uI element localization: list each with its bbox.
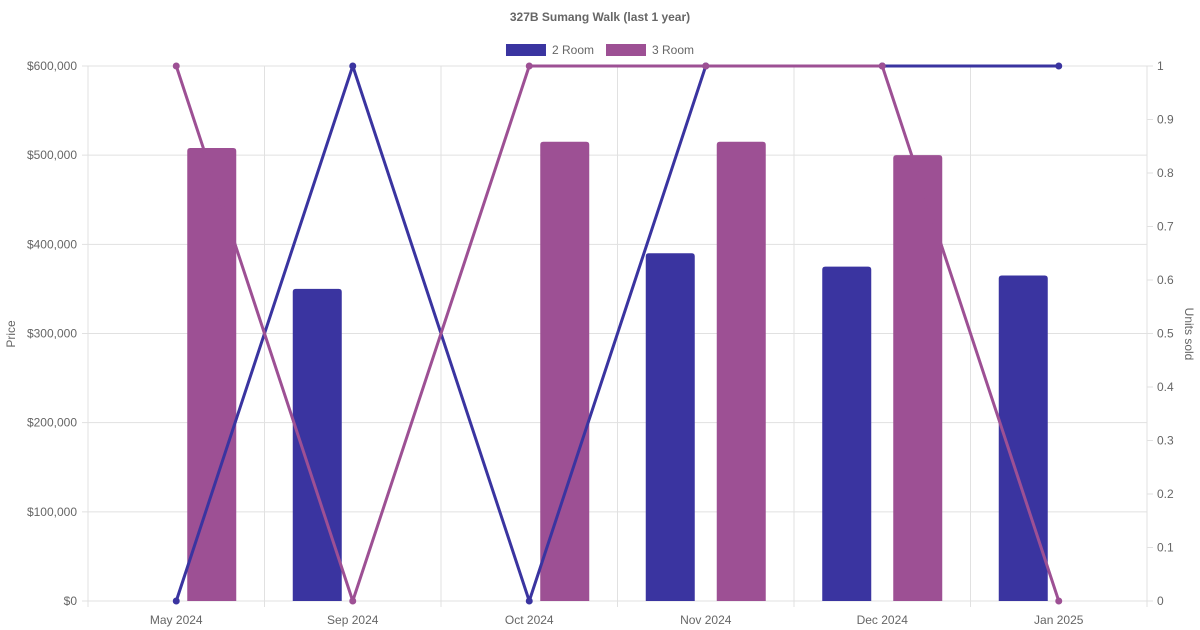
bar-2-room bbox=[292, 288, 342, 601]
line-3-room bbox=[174, 64, 1061, 603]
bar-3-room bbox=[187, 148, 237, 602]
legend[interactable]: 2 Room 3 Room bbox=[505, 43, 694, 57]
y-right-tick-label: 0.2 bbox=[1157, 487, 1174, 501]
x-tick-label: Nov 2024 bbox=[680, 613, 732, 627]
y-left-tick-label: $400,000 bbox=[27, 237, 77, 251]
legend-label-3-room: 3 Room bbox=[652, 43, 694, 57]
legend-item-3-room[interactable]: 3 Room bbox=[606, 43, 694, 57]
legend-swatch-3-room bbox=[606, 44, 646, 56]
x-tick-label: Jan 2025 bbox=[1034, 613, 1084, 627]
y-left-tick-label: $200,000 bbox=[27, 416, 77, 430]
y-right-tick-label: 0.8 bbox=[1157, 166, 1174, 180]
y-right-tick-label: 0.6 bbox=[1157, 273, 1174, 287]
point-3-room bbox=[1055, 597, 1063, 605]
point-2-room bbox=[349, 62, 357, 70]
y-axis-left-title: Price bbox=[4, 320, 18, 348]
bar-2-room bbox=[998, 275, 1048, 601]
y-right-tick-label: 0.7 bbox=[1157, 220, 1174, 234]
y-axis-right-title: Units sold bbox=[1182, 308, 1196, 361]
legend-swatch-2-room bbox=[505, 44, 546, 56]
point-3-room bbox=[525, 62, 533, 70]
point-3-room bbox=[878, 62, 886, 70]
x-tick-label: May 2024 bbox=[150, 613, 203, 627]
y-right-tick-label: 0 bbox=[1157, 594, 1164, 608]
y-left-tick-label: $500,000 bbox=[27, 148, 77, 162]
y-right-tick-label: 0.9 bbox=[1157, 113, 1174, 127]
bar-3-room bbox=[540, 141, 590, 601]
point-3-room bbox=[349, 597, 357, 605]
point-2-room bbox=[1055, 62, 1063, 70]
unit-lines bbox=[172, 62, 1063, 605]
y-left-tick-label: $0 bbox=[64, 594, 78, 608]
y-right-tick-label: 0.4 bbox=[1157, 380, 1174, 394]
y-right-tick-label: 0.3 bbox=[1157, 434, 1174, 448]
legend-item-2-room[interactable]: 2 Room bbox=[505, 43, 594, 57]
y-left-tick-label: $300,000 bbox=[27, 327, 77, 341]
x-tick-label: Dec 2024 bbox=[857, 613, 909, 627]
axes: $0 $100,000 $200,000 $300,000 $400,000 $500,0… bbox=[27, 59, 1174, 627]
bars bbox=[187, 141, 1048, 602]
x-tick-label: Oct 2024 bbox=[505, 613, 554, 627]
y-right-tick-label: 1 bbox=[1157, 59, 1164, 73]
x-tick-label: Sep 2024 bbox=[327, 613, 379, 627]
y-right-tick-label: 0.5 bbox=[1157, 327, 1174, 341]
point-3-room bbox=[172, 62, 180, 70]
point-2-room bbox=[525, 597, 533, 605]
legend-label-2-room: 2 Room bbox=[552, 43, 594, 57]
line-2-room bbox=[174, 64, 1059, 603]
y-left-tick-label: $100,000 bbox=[27, 505, 77, 519]
point-3-room bbox=[702, 62, 710, 70]
y-left-tick-label: $600,000 bbox=[27, 59, 77, 73]
bar-2-room bbox=[645, 253, 695, 601]
bar-2-room bbox=[822, 266, 872, 601]
grid-lines bbox=[82, 65, 1153, 607]
chart-title: 327B Sumang Walk (last 1 year) bbox=[510, 10, 690, 24]
bar-3-room bbox=[716, 141, 766, 601]
point-2-room bbox=[172, 597, 180, 605]
y-right-tick-label: 0.1 bbox=[1157, 541, 1174, 555]
bar-3-room bbox=[893, 155, 943, 601]
